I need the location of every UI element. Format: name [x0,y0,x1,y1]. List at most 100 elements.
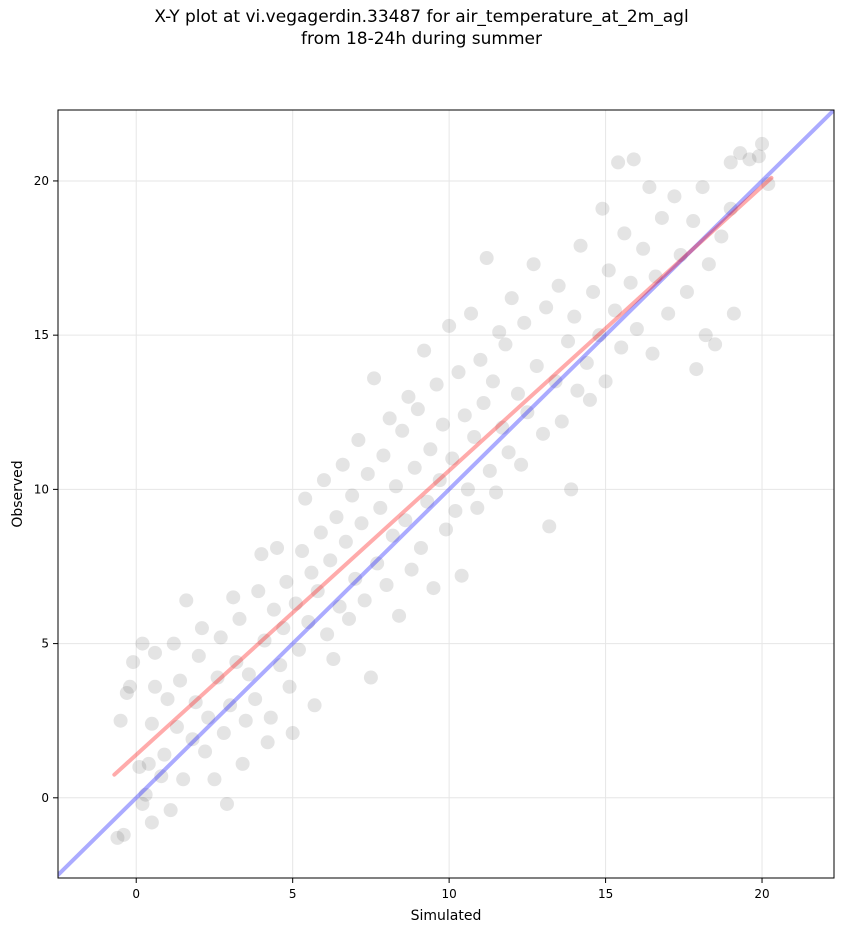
data-point [601,263,616,278]
data-point [726,306,741,321]
data-point [598,374,613,389]
data-point [460,482,475,497]
data-point [323,553,338,568]
data-point [570,383,585,398]
data-point [379,577,394,592]
data-point [448,503,463,518]
data-point [179,593,194,608]
data-point [198,744,213,759]
data-point [701,257,716,272]
data-point [263,710,278,725]
data-point [417,343,432,358]
data-point [144,716,159,731]
data-point [482,463,497,478]
data-point [282,679,297,694]
data-point [401,389,416,404]
data-point [485,374,500,389]
data-point [520,405,535,420]
data-point [248,692,263,707]
data-point [614,340,629,355]
data-point [607,303,622,318]
data-point [185,732,200,747]
data-point [138,787,153,802]
data-point [404,562,419,577]
data-point [116,827,131,842]
data-point [426,581,441,596]
data-point [617,226,632,241]
data-point [464,306,479,321]
data-point [326,652,341,667]
data-point [595,201,610,216]
data-point [338,534,353,549]
y-axis-label: Observed [10,460,26,527]
data-point [429,377,444,392]
data-point [751,149,766,164]
data-point [135,796,150,811]
data-point [492,325,507,340]
data-point [761,177,776,192]
identity-line [58,110,834,877]
data-point [445,451,460,466]
data-point [567,309,582,324]
data-point [335,457,350,472]
data-point [648,269,663,284]
data-point [410,402,425,417]
data-point [470,500,485,515]
data-point [273,658,288,673]
chart-title: X-Y plot at vi.vegagerdin.33487 for air_… [0,6,843,50]
data-point [435,417,450,432]
data-point [260,735,275,750]
data-point [517,315,532,330]
data-point [135,636,150,651]
data-point [367,371,382,386]
grid-layer [58,110,834,878]
data-point [504,291,519,306]
data-point [473,352,488,367]
data-point [310,584,325,599]
data-point [363,670,378,685]
x-tick-label: 20 [754,887,769,901]
x-tick-label: 15 [598,887,613,901]
data-point [241,667,256,682]
data-point [579,355,594,370]
data-point [219,796,234,811]
data-point [526,257,541,272]
data-point [451,365,466,380]
data-point [586,284,601,299]
data-point [611,155,626,170]
data-point [257,633,272,648]
data-point [229,655,244,670]
data-point [420,494,435,509]
data-point [276,621,291,636]
y-tick-label: 15 [34,328,49,342]
data-point [695,180,710,195]
data-point [536,426,550,441]
x-tick-label: 10 [441,887,456,901]
data-point [714,229,729,244]
data-point [733,146,748,161]
data-point [148,645,162,660]
data-point [514,457,529,472]
data-point [467,429,482,444]
data-point [304,565,319,580]
data-point [216,726,231,741]
data-point [342,611,356,626]
data-point [238,713,253,728]
y-tick-label: 10 [34,482,49,496]
data-point [432,473,447,488]
data-point [251,584,266,599]
y-tick-label: 5 [41,637,49,651]
data-point [673,247,688,262]
data-point [742,152,757,167]
data-point [413,540,428,555]
plot-frame [57,109,835,879]
data-point [623,275,638,290]
data-point [373,500,388,515]
data-point [301,615,316,629]
data-point [698,328,713,343]
data-point [188,695,203,710]
data-point [113,713,128,728]
data-point [176,772,191,787]
points-layer [110,136,776,845]
